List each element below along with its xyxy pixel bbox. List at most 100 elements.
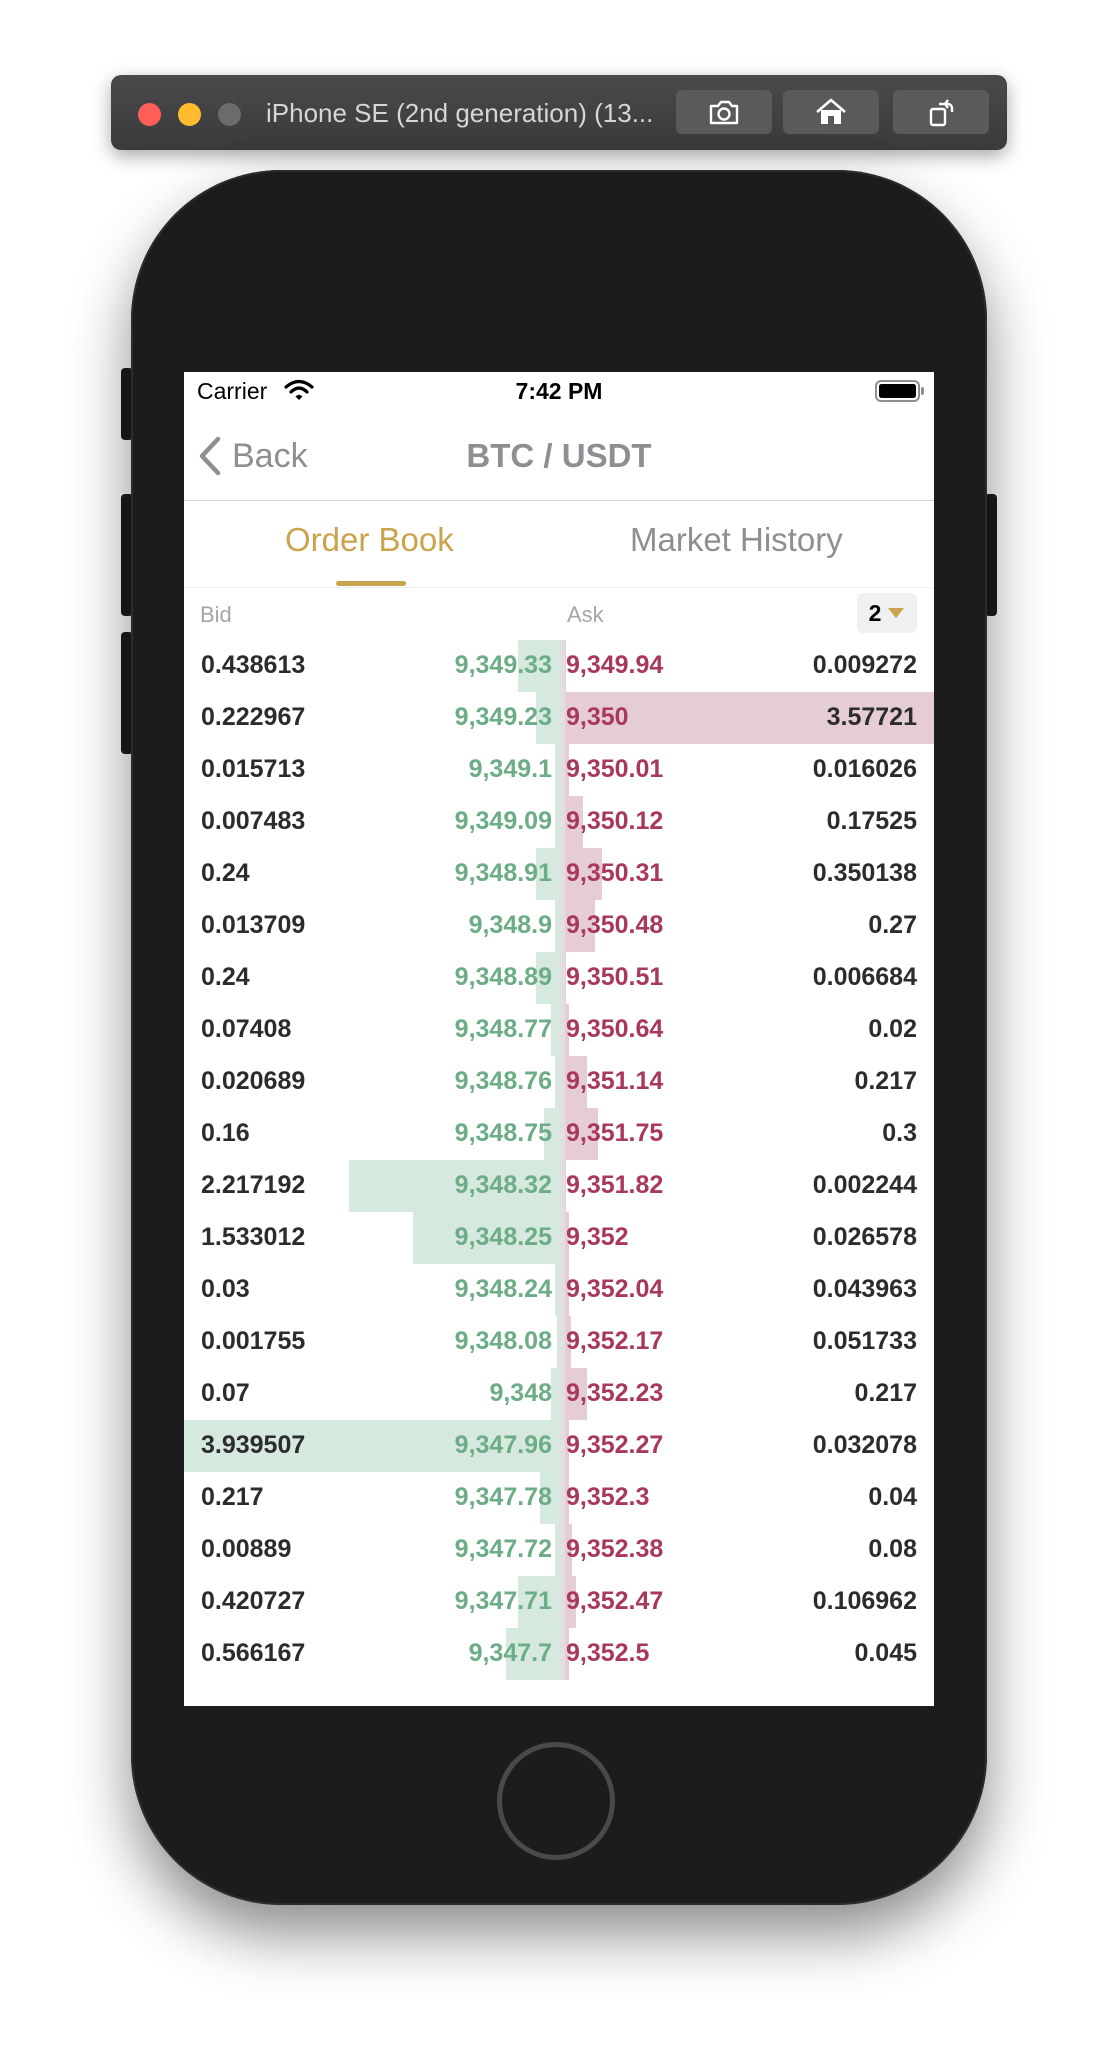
page-title: BTC / USDT [466, 437, 652, 474]
status-time: 7:42 PM [515, 378, 603, 404]
ask-amount: 0.27 [868, 911, 917, 939]
simulator-title: iPhone SE (2nd generation) (13... [266, 98, 654, 128]
mute-switch [121, 368, 133, 440]
ask-amount: 0.217 [854, 1067, 917, 1095]
rotate-button[interactable] [893, 90, 989, 134]
bid-depth-bar [536, 952, 559, 1004]
ask-price: 9,352.38 [566, 1535, 664, 1563]
order-book-row[interactable]: 0.217 9,347.78 9,352.3 0.04 [184, 1472, 934, 1524]
order-book-row[interactable]: 0.24 9,348.89 9,350.51 0.006684 [184, 952, 934, 1004]
order-book-row[interactable]: 2.217192 9,348.32 9,351.82 0.002244 [184, 1160, 934, 1212]
bid-amount: 3.939507 [201, 1431, 306, 1459]
order-book-row[interactable]: 0.438613 9,349.33 9,349.94 0.009272 [184, 640, 934, 692]
ask-amount: 0.016026 [812, 755, 917, 783]
order-book-row[interactable]: 0.00889 9,347.72 9,352.38 0.08 [184, 1524, 934, 1576]
bid-price: 9,347.96 [454, 1431, 552, 1459]
minimize-window-button[interactable] [178, 103, 201, 126]
ask-depth-bar [565, 952, 566, 1004]
bid-column-header: Bid [200, 602, 232, 627]
order-book-table[interactable]: 0.438613 9,349.33 9,349.94 0.009272 0.222967… [184, 640, 934, 1680]
order-book-row[interactable]: 0.015713 9,349.1 9,350.01 0.016026 [184, 744, 934, 796]
bid-amount: 0.07408 [201, 1015, 292, 1043]
order-book-row[interactable]: 3.939507 9,347.96 9,352.27 0.032078 [184, 1420, 934, 1472]
ask-price: 9,350.31 [566, 859, 664, 887]
ask-price: 9,351.82 [566, 1171, 664, 1199]
order-book-row[interactable]: 0.566167 9,347.7 9,352.5 0.045 [184, 1628, 934, 1680]
ask-amount: 3.57721 [826, 703, 917, 731]
bid-amount: 0.420727 [201, 1587, 306, 1615]
back-button[interactable]: Back [198, 436, 308, 476]
screenshot-button[interactable] [676, 90, 772, 134]
order-book-row[interactable]: 0.07408 9,348.77 9,350.64 0.02 [184, 1004, 934, 1056]
bid-price: 9,347.78 [454, 1483, 552, 1511]
ask-price: 9,352.3 [566, 1483, 650, 1511]
bid-amount: 0.222967 [201, 703, 306, 731]
home-button-toolbar[interactable] [783, 90, 879, 134]
bid-amount: 0.438613 [201, 651, 306, 679]
order-book-row[interactable]: 0.007483 9,349.09 9,350.12 0.17525 [184, 796, 934, 848]
order-book-row[interactable]: 0.16 9,348.75 9,351.75 0.3 [184, 1108, 934, 1160]
order-book-row[interactable]: 0.013709 9,348.9 9,350.48 0.27 [184, 900, 934, 952]
bid-depth-bar [555, 1264, 559, 1316]
ask-depth-bar [565, 796, 583, 848]
center-divider [559, 640, 565, 1680]
device-home-button[interactable] [497, 1742, 615, 1860]
ask-price: 9,351.75 [566, 1119, 664, 1147]
order-book-row[interactable]: 0.001755 9,348.08 9,352.17 0.051733 [184, 1316, 934, 1368]
ask-depth-bar [565, 1420, 569, 1472]
ask-column-header: Ask [567, 602, 604, 627]
bid-amount: 0.24 [201, 963, 250, 991]
bid-price: 9,348.9 [468, 911, 552, 939]
ask-depth-bar [565, 640, 566, 692]
order-book-row[interactable]: 0.03 9,348.24 9,352.04 0.043963 [184, 1264, 934, 1316]
ask-depth-bar [565, 900, 595, 952]
bid-amount: 0.007483 [201, 807, 306, 835]
order-book-row[interactable]: 0.420727 9,347.71 9,352.47 0.106962 [184, 1576, 934, 1628]
bid-price: 9,348.75 [454, 1119, 552, 1147]
ask-price: 9,351.14 [566, 1067, 664, 1095]
ask-price: 9,350 [566, 703, 629, 731]
tab-order-book[interactable]: Order Book [285, 521, 454, 558]
bid-price: 9,348.76 [454, 1067, 552, 1095]
ask-depth-bar [565, 1264, 569, 1316]
tab-market-history[interactable]: Market History [630, 521, 843, 558]
bid-amount: 0.015713 [201, 755, 306, 783]
ask-amount: 0.006684 [812, 963, 917, 991]
zoom-window-button[interactable] [218, 103, 241, 126]
ask-price: 9,350.01 [566, 755, 664, 783]
order-book-row[interactable]: 0.020689 9,348.76 9,351.14 0.217 [184, 1056, 934, 1108]
order-book-row[interactable]: 0.24 9,348.91 9,350.31 0.350138 [184, 848, 934, 900]
order-book-row[interactable]: 0.07 9,348 9,352.23 0.217 [184, 1368, 934, 1420]
ask-amount: 0.106962 [812, 1587, 917, 1615]
active-tab-indicator [336, 581, 406, 586]
ask-depth-bar [565, 692, 934, 744]
ask-depth-bar [565, 1212, 569, 1264]
order-book-row[interactable]: 1.533012 9,348.25 9,352 0.026578 [184, 1212, 934, 1264]
ask-amount: 0.043963 [812, 1275, 917, 1303]
bid-price: 9,349.23 [454, 703, 552, 731]
tab-bar: Order Book Market History [184, 501, 934, 588]
ask-depth-bar [565, 1108, 598, 1160]
battery-icon [875, 380, 924, 402]
wifi-icon [284, 379, 314, 400]
bid-depth-bar [413, 1212, 559, 1264]
ask-depth-bar [565, 1160, 566, 1212]
ask-amount: 0.04 [868, 1483, 917, 1511]
ask-amount: 0.026578 [812, 1223, 917, 1251]
ask-depth-bar [565, 1524, 572, 1576]
bid-amount: 0.24 [201, 859, 250, 887]
close-window-button[interactable] [138, 103, 161, 126]
ask-amount: 0.17525 [826, 807, 917, 835]
simulator-toolbar: iPhone SE (2nd generation) (13... [111, 75, 1007, 150]
bid-depth-bar [557, 1316, 559, 1368]
volume-down-button [121, 632, 133, 754]
ask-depth-bar [565, 848, 602, 900]
precision-dropdown[interactable]: 2 [857, 593, 917, 633]
bid-price: 9,347.72 [454, 1535, 552, 1563]
ask-depth-bar [565, 1056, 587, 1108]
bid-amount: 0.16 [201, 1119, 250, 1147]
ask-amount: 0.009272 [812, 651, 917, 679]
order-book-row[interactable]: 0.222967 9,349.23 9,350 3.57721 [184, 692, 934, 744]
back-label: Back [232, 436, 308, 475]
